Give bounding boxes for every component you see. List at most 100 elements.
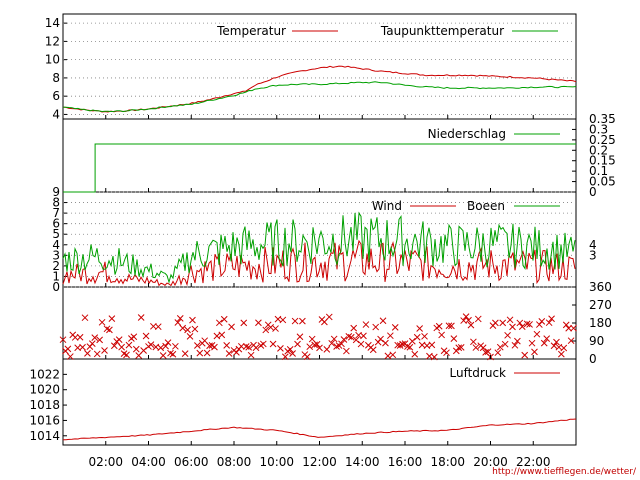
y-tick-label: 1018 xyxy=(29,398,60,412)
wind-direction-point xyxy=(88,340,96,347)
wind-direction-point xyxy=(247,351,255,359)
wind-direction-point xyxy=(325,313,333,321)
y-tick-label: 8 xyxy=(52,196,60,210)
wind-direction-point xyxy=(176,315,184,322)
x-tick-label: 16:00 xyxy=(388,455,423,469)
wind-direction-point xyxy=(96,336,103,344)
wind-direction-point xyxy=(350,324,358,332)
wind-direction-point xyxy=(291,317,299,325)
wind-direction-point xyxy=(516,319,524,327)
y-tick-label: 12 xyxy=(45,34,60,48)
wind-direction-point xyxy=(306,343,314,351)
legend-label: Luftdruck xyxy=(449,366,506,380)
wind-direction-point xyxy=(140,347,147,354)
wind-direction-point xyxy=(169,350,177,358)
wind-direction-point xyxy=(518,323,526,330)
wind-direction-point xyxy=(386,332,394,340)
wind-direction-point xyxy=(76,333,84,341)
wind-direction-point xyxy=(269,340,277,348)
wind-direction-point xyxy=(389,351,397,359)
wind-direction-point xyxy=(562,321,570,329)
wind-direction-point xyxy=(545,319,553,327)
wind-direction-point xyxy=(184,326,191,334)
wind-direction-point xyxy=(404,343,411,350)
wind-direction-point xyxy=(101,347,108,354)
y2-tick-label: 270 xyxy=(589,298,612,312)
wind-direction-point xyxy=(557,350,565,358)
wind-direction-point xyxy=(506,316,514,324)
wind-direction-point xyxy=(347,333,355,341)
y-tick-label: 1014 xyxy=(29,429,60,443)
x-tick-label: 06:00 xyxy=(174,455,209,469)
wind-direction-point xyxy=(106,326,113,334)
wind-direction-point xyxy=(538,318,546,325)
wind-direction-point xyxy=(186,333,194,340)
series-line xyxy=(63,143,576,193)
wind-direction-point xyxy=(179,324,187,332)
y2-tick-label: 0.25 xyxy=(589,133,616,147)
wind-direction-point xyxy=(303,353,311,361)
wind-direction-point xyxy=(509,323,516,331)
wind-direction-point xyxy=(294,340,301,348)
y-tick-label: 7 xyxy=(52,206,60,220)
wind-direction-point xyxy=(465,316,472,324)
wind-direction-point xyxy=(550,342,558,350)
wind-direction-point xyxy=(369,346,377,354)
wind-direction-point xyxy=(64,345,72,353)
wind-direction-point xyxy=(452,347,460,355)
wind-direction-point xyxy=(203,349,211,357)
wind-direction-point xyxy=(142,332,150,340)
wind-direction-point xyxy=(277,345,284,352)
wind-direction-point xyxy=(130,333,138,341)
wind-direction-point xyxy=(457,344,465,351)
wind-direction-point xyxy=(299,317,306,325)
wind-direction-point xyxy=(494,349,502,357)
x-tick-label: 10:00 xyxy=(259,455,294,469)
wind-direction-point xyxy=(399,340,406,348)
y-tick-label: 6 xyxy=(52,217,60,231)
legend-label: Boeen xyxy=(467,199,505,213)
y-tick-label: 1016 xyxy=(29,413,60,427)
y2-tick-label: 90 xyxy=(589,334,604,348)
wind-direction-point xyxy=(242,343,250,350)
wind-direction-point xyxy=(228,323,235,331)
wind-direction-point xyxy=(84,349,91,357)
x-tick-label: 20:00 xyxy=(473,455,508,469)
wind-direction-point xyxy=(194,342,201,349)
y-tick-label: 4 xyxy=(52,238,60,252)
series-line xyxy=(63,418,577,441)
x-tick-label: 12:00 xyxy=(302,455,337,469)
y2-tick-label: 180 xyxy=(589,316,612,330)
wind-direction-point xyxy=(428,341,436,349)
wind-direction-point xyxy=(528,339,536,347)
wind-direction-point xyxy=(123,351,130,359)
x-tick-label: 04:00 xyxy=(131,455,166,469)
wind-direction-point xyxy=(413,333,421,341)
legend-label: Taupunkttemperatur xyxy=(380,24,504,38)
wind-direction-point xyxy=(98,318,106,326)
wind-direction-point xyxy=(233,349,240,356)
wind-direction-point xyxy=(504,331,511,339)
wind-direction-point xyxy=(223,342,231,349)
wind-direction-point xyxy=(379,317,387,325)
wind-direction-point xyxy=(137,314,145,321)
y-tick-label: 9 xyxy=(52,185,60,199)
wind-direction-point xyxy=(281,353,289,361)
wind-direction-point xyxy=(445,322,453,330)
wind-direction-point xyxy=(462,313,470,320)
source-url[interactable]: http://www.tiefflegen.de/wetter/ xyxy=(492,467,637,477)
wind-direction-point xyxy=(323,346,331,353)
y-tick-label: 3 xyxy=(52,248,60,262)
wind-direction-point xyxy=(511,341,519,349)
wind-direction-point xyxy=(286,346,294,353)
wind-direction-point xyxy=(157,344,165,352)
wind-direction-point xyxy=(191,325,199,333)
wind-direction-point xyxy=(474,315,482,323)
y-tick-label: 5 xyxy=(52,227,60,241)
y-tick-label: 0 xyxy=(52,280,60,294)
wind-direction-point xyxy=(279,316,287,324)
wind-direction-point xyxy=(501,340,509,348)
wind-direction-point xyxy=(372,323,380,331)
x-tick-label: 22:00 xyxy=(516,455,551,469)
legend-label: Niederschlag xyxy=(428,127,506,141)
